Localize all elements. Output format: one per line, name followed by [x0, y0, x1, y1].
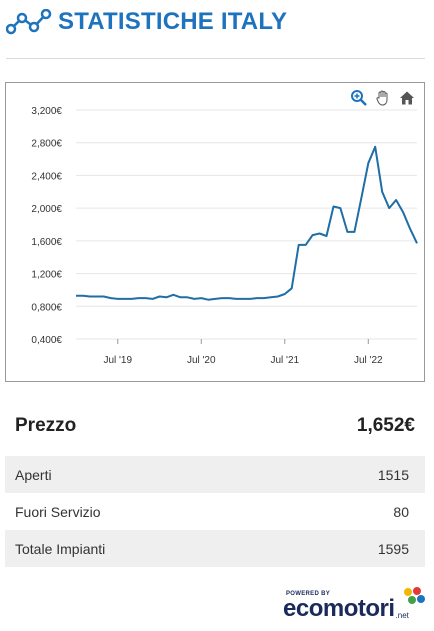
- stats-table: Aperti 1515 Fuori Servizio 80 Totale Imp…: [5, 456, 425, 567]
- stat-label: Aperti: [15, 466, 52, 483]
- chart-toolbar: [350, 89, 416, 107]
- stat-row-aperti: Aperti 1515: [5, 456, 425, 493]
- powered-by-label: POWERED BY: [286, 591, 331, 597]
- x-tick-label: Jul '21: [270, 355, 299, 366]
- price-label: Prezzo: [15, 415, 77, 436]
- stat-label: Fuori Servizio: [15, 503, 101, 520]
- y-tick-label: 1,600€: [31, 237, 62, 248]
- x-tick-label: Jul '20: [187, 355, 216, 366]
- price-series-line: [76, 145, 418, 301]
- y-tick-label: 0,400€: [31, 335, 62, 346]
- price-value: 1,652€: [356, 415, 415, 436]
- price-row: Prezzo 1,652€: [5, 408, 425, 444]
- header-divider: [6, 58, 425, 59]
- stat-row-fuori-servizio: Fuori Servizio 80: [5, 493, 425, 530]
- stat-row-totale-impianti: Totale Impianti 1595: [5, 530, 425, 567]
- brand-name: ecomotori: [283, 595, 395, 622]
- y-tick-label: 2,800€: [31, 139, 62, 150]
- y-tick-label: 1,200€: [31, 270, 62, 281]
- y-tick-label: 2,400€: [31, 171, 62, 182]
- y-tick-label: 2,000€: [31, 204, 62, 215]
- x-tick-label: Jul '19: [103, 355, 132, 366]
- stat-label: Totale Impianti: [15, 540, 106, 557]
- zoom-in-icon[interactable]: [350, 89, 368, 107]
- y-tick-label: 0,800€: [31, 302, 62, 313]
- price-chart-svg: 0,400€ 0,800€ 1,200€ 1,600€ 2,000€ 2,400€ 2,80…: [31, 106, 418, 366]
- page-title: STATISTICHE ITALY: [58, 8, 288, 35]
- price-chart[interactable]: 0,400€ 0,800€ 1,200€ 1,600€ 2,000€ 2,400€ 2,80…: [5, 82, 425, 382]
- stat-value: 80: [393, 503, 409, 520]
- pan-hand-icon[interactable]: [374, 89, 392, 107]
- line-chart-icon: [6, 9, 52, 35]
- x-tick-label: Jul '22: [354, 355, 383, 366]
- brand-mark-icon: [404, 587, 425, 604]
- home-icon[interactable]: [398, 89, 416, 107]
- stat-value: 1595: [377, 540, 409, 557]
- brand-logo[interactable]: ecomotori .net: [283, 596, 409, 622]
- page-header: STATISTICHE ITALY: [6, 6, 287, 38]
- stat-value: 1515: [377, 466, 409, 483]
- brand-suffix: .net: [395, 611, 409, 620]
- y-tick-label: 3,200€: [31, 106, 62, 117]
